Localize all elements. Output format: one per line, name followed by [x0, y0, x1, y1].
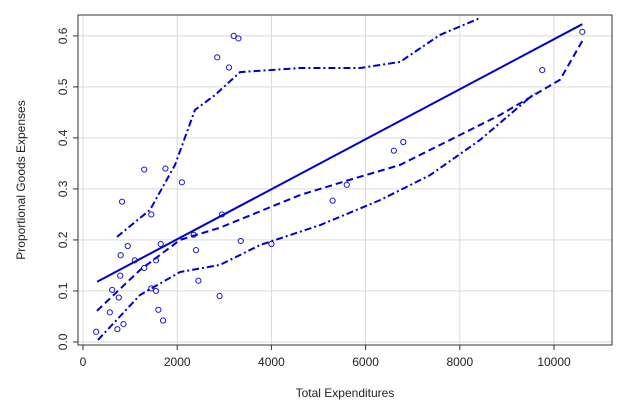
point	[178, 179, 186, 186]
point	[159, 317, 167, 324]
point	[268, 240, 275, 248]
point	[117, 272, 124, 279]
y-axis-label: Proportional Goods Expenses	[14, 100, 28, 259]
point	[195, 277, 202, 284]
point	[216, 292, 223, 300]
plot-area	[93, 17, 586, 341]
plot-frame	[77, 14, 613, 346]
line	[116, 17, 481, 238]
line	[97, 92, 536, 341]
y-tick-label: 0.3	[56, 180, 70, 197]
point	[235, 35, 242, 42]
point	[117, 252, 124, 259]
point	[155, 306, 162, 313]
x-tick-label: 2000	[164, 355, 191, 369]
point	[148, 211, 155, 218]
point	[148, 285, 155, 292]
point	[237, 237, 244, 245]
point	[114, 326, 121, 333]
point	[141, 166, 148, 173]
x-tick-label: 6000	[352, 355, 379, 369]
point	[115, 294, 122, 301]
y-tick-label: 0.0	[56, 333, 70, 350]
point	[162, 165, 169, 172]
point	[120, 320, 127, 328]
x-axis-label: Total Expenditures	[296, 386, 395, 400]
y-tick-label: 0.1	[56, 282, 70, 299]
point	[118, 198, 126, 205]
x-tick-label: 0	[80, 355, 87, 369]
point	[124, 242, 131, 250]
y-tick-label: 0.2	[56, 231, 70, 248]
point	[539, 66, 546, 74]
x-tick-label: 10000	[537, 355, 571, 369]
line	[96, 23, 583, 283]
point	[93, 328, 100, 335]
line	[96, 40, 584, 312]
point	[152, 287, 160, 295]
point	[343, 181, 350, 188]
y-tick-label: 0.4	[56, 129, 70, 146]
point	[157, 240, 164, 248]
x-tick-label: 8000	[446, 355, 473, 369]
point	[390, 147, 397, 154]
point	[579, 28, 586, 35]
point	[230, 32, 237, 40]
y-tick-label: 0.5	[56, 78, 70, 95]
point	[329, 197, 336, 204]
point	[192, 247, 200, 254]
y-tick-label: 0.6	[56, 27, 70, 44]
x-tick-label: 4000	[258, 355, 285, 369]
point	[109, 286, 116, 294]
point	[106, 309, 113, 316]
point	[225, 64, 233, 71]
point	[214, 54, 221, 61]
point	[400, 138, 407, 146]
